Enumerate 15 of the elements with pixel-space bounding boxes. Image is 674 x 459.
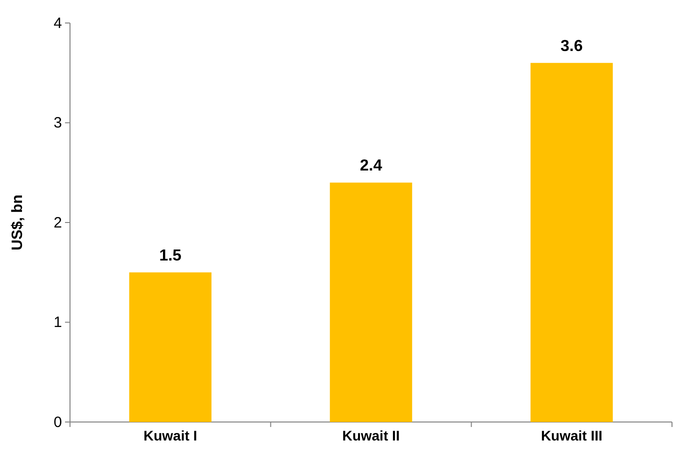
y-tick-label: 1: [54, 314, 62, 332]
data-label: 1.5: [159, 247, 182, 264]
y-tick-label: 0: [54, 414, 62, 431]
bar: [129, 272, 212, 422]
bar: [530, 62, 613, 422]
data-label: 3.6: [560, 38, 583, 55]
x-tick-label: Kuwait III: [540, 427, 602, 444]
y-axis-title: US$, bn: [9, 194, 26, 250]
bar: [330, 182, 412, 422]
y-tick-label: 2: [54, 214, 62, 232]
x-tick-label: Kuwait II: [342, 427, 400, 444]
y-tick-label: 3: [54, 114, 62, 132]
data-label: 2.4: [360, 158, 382, 175]
x-tick-label: Kuwait I: [143, 427, 198, 444]
y-tick-label: 4: [54, 14, 62, 32]
